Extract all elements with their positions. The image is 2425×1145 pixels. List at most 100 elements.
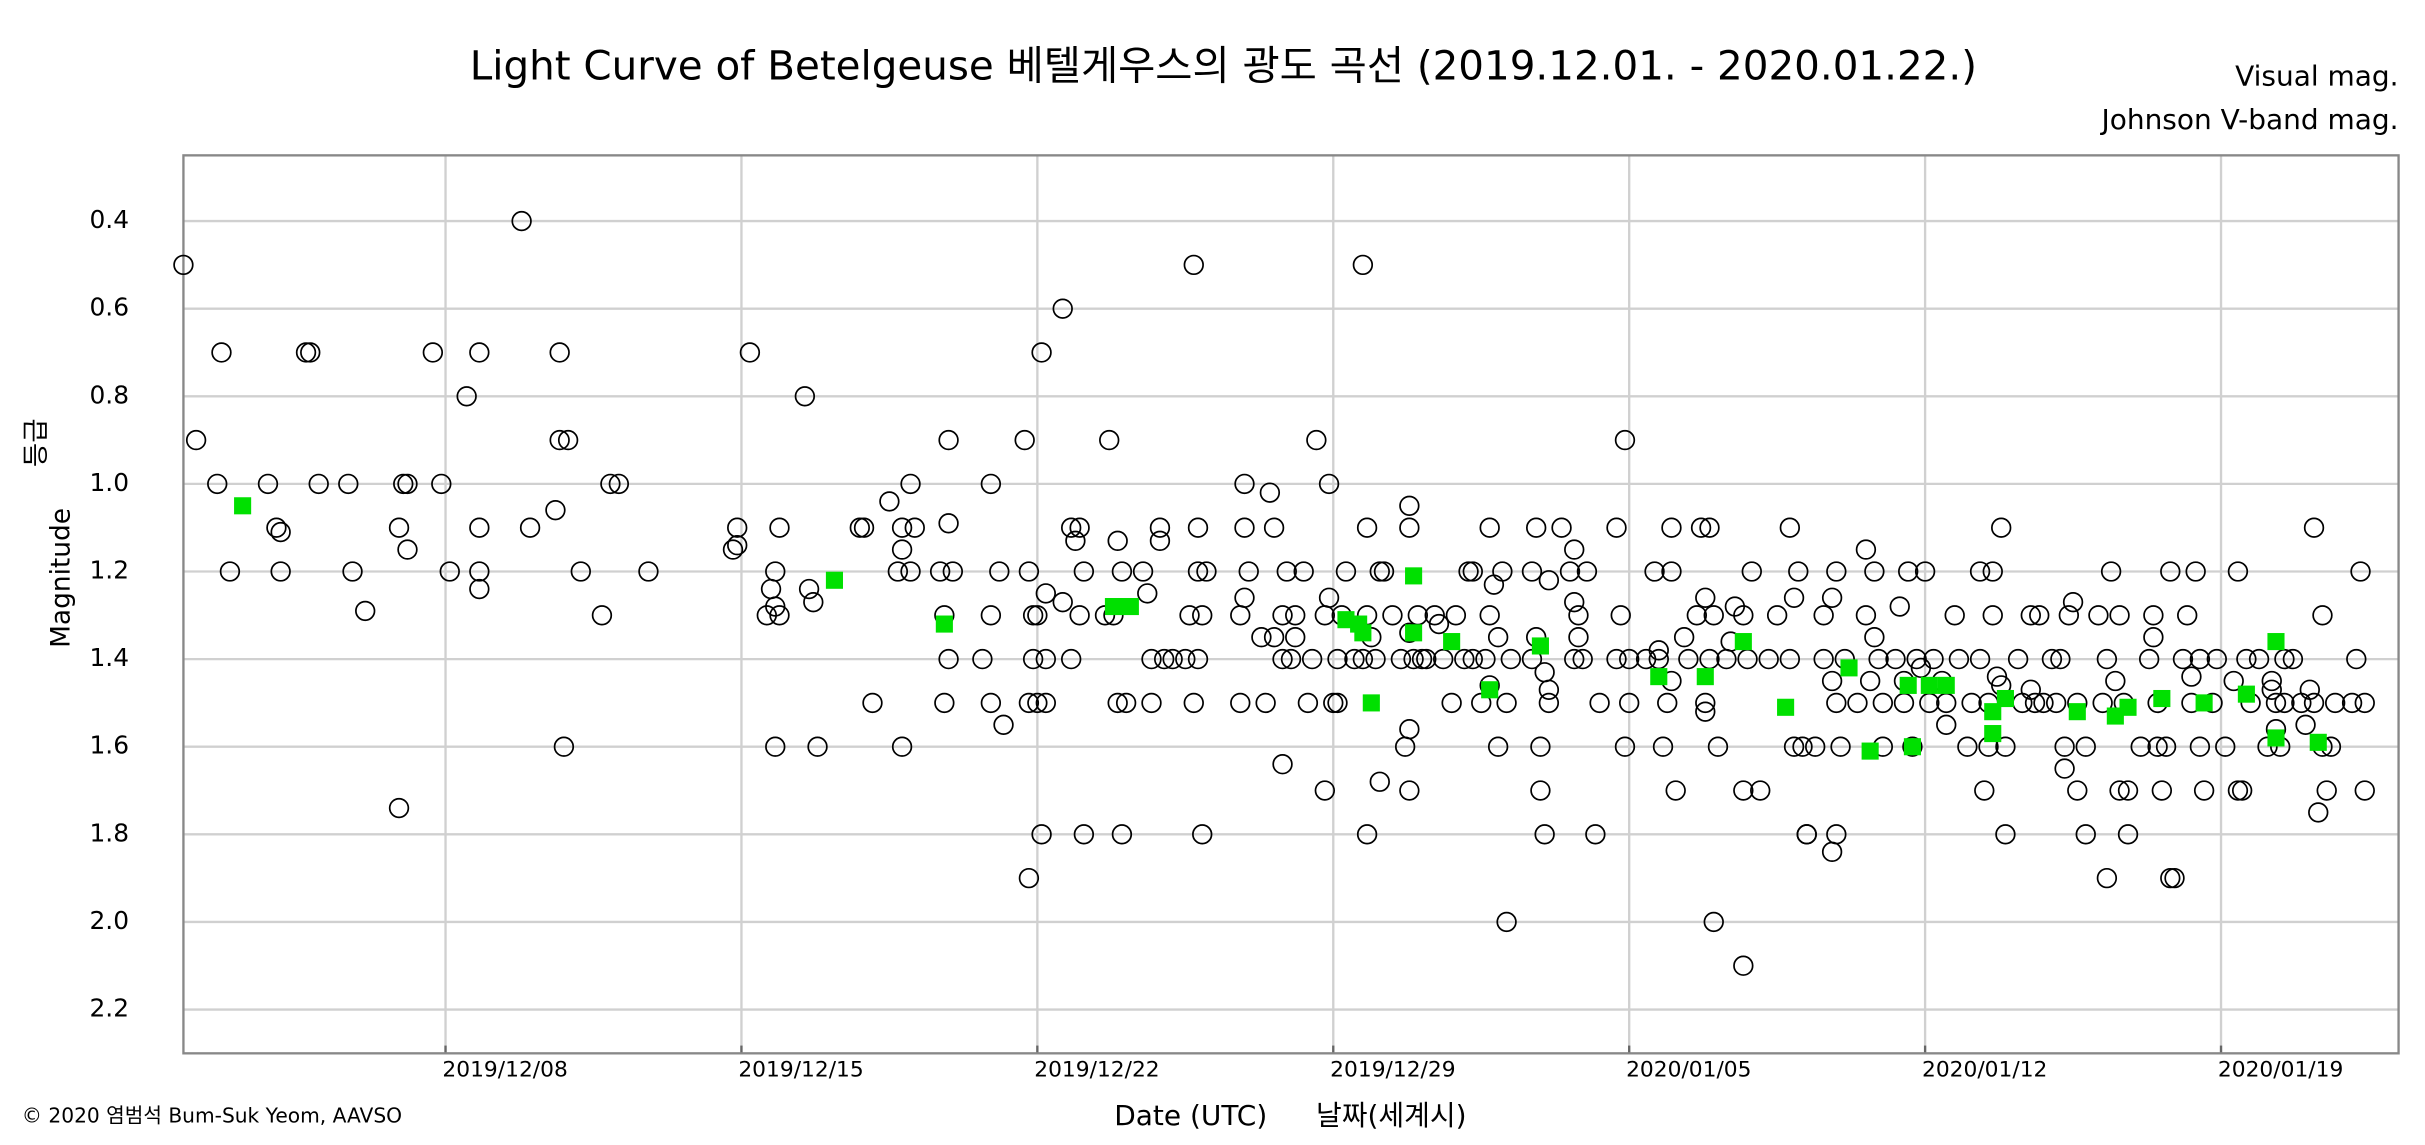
- visual-point: [1099, 429, 1120, 451]
- v-band-point: [1903, 738, 1921, 756]
- visual-point: [904, 517, 925, 538]
- y-tick-label: 0.8: [89, 380, 129, 409]
- visual-point: [1864, 561, 1885, 582]
- visual-point: [794, 386, 816, 407]
- visual-point: [1369, 771, 1390, 792]
- visual-point: [2308, 802, 2329, 823]
- visual-point: [1018, 867, 1040, 889]
- visual-point: [2147, 736, 2168, 757]
- visual-point: [2299, 679, 2320, 700]
- visual-point: [1259, 482, 1281, 503]
- visual-point: [1272, 754, 1293, 775]
- visual-point: [862, 692, 883, 714]
- visual-point: [2261, 670, 2282, 692]
- visual-point: [266, 517, 287, 538]
- visual-point: [1285, 627, 1306, 648]
- x-tick-label: 2019/12/22: [1034, 1057, 1159, 1082]
- visual-point: [1255, 692, 1276, 714]
- visual-point: [1969, 648, 1991, 670]
- visual-point: [1644, 561, 1665, 582]
- visual-point: [1961, 692, 1982, 714]
- visual-point: [211, 342, 232, 363]
- visual-point: [1073, 824, 1095, 845]
- visual-point: [879, 491, 900, 512]
- y-tick-label: 1.4: [89, 643, 129, 672]
- v-band-point: [1104, 597, 1123, 616]
- visual-point: [2189, 736, 2211, 757]
- x-tick-label: 2019/12/15: [738, 1057, 863, 1082]
- visual-point: [2274, 692, 2295, 714]
- visual-point: [1031, 824, 1052, 845]
- v-band-point: [1481, 681, 1499, 699]
- visual-point: [1585, 824, 1606, 845]
- visual-point: [2033, 692, 2054, 714]
- visual-point: [2324, 692, 2346, 714]
- visual-point: [2354, 780, 2375, 801]
- visual-point: [1301, 648, 1323, 670]
- visual-point: [1318, 587, 1340, 608]
- x-tick-label: 2020/01/12: [1922, 1057, 2047, 1082]
- visual-point: [1149, 517, 1171, 538]
- visual-point: [1699, 517, 1720, 538]
- visual-point: [1141, 692, 1162, 714]
- visual-point: [2075, 824, 2096, 845]
- visual-point: [1957, 736, 1978, 757]
- visual-point: [2088, 605, 2109, 626]
- y-tick-label: 1.8: [89, 818, 129, 847]
- visual-point: [765, 561, 786, 582]
- legend-entry: Johnson V-band mag.: [2099, 103, 2398, 136]
- visual-point: [1750, 780, 1771, 801]
- visual-point: [2312, 605, 2333, 626]
- visual-point: [1661, 561, 1682, 582]
- visual-point: [1733, 780, 1754, 801]
- y-tick-label: 0.4: [89, 205, 129, 234]
- v-band-point: [1920, 676, 1938, 694]
- visual-point: [1805, 736, 1826, 757]
- visual-point: [1686, 605, 1708, 626]
- visual-point: [929, 561, 951, 582]
- v-band-point: [1696, 668, 1714, 686]
- visual-point: [1344, 648, 1365, 670]
- v-band-point: [1650, 668, 1668, 686]
- v-band-point: [1734, 633, 1752, 651]
- legend-entry: Visual mag.: [2235, 60, 2398, 93]
- visual-point: [338, 473, 359, 495]
- visual-point: [1741, 561, 1762, 582]
- visual-point: [1487, 736, 1509, 757]
- visual-point: [1847, 692, 1868, 714]
- visual-point: [2248, 648, 2270, 670]
- visual-point: [1428, 613, 1450, 635]
- visual-point: [1115, 692, 1137, 714]
- visual-point: [2029, 605, 2050, 626]
- visual-point: [1187, 517, 1209, 538]
- visual-point: [2181, 666, 2202, 687]
- visual-point: [1864, 627, 1885, 648]
- visual-point: [1902, 736, 1923, 757]
- visual-point: [1306, 429, 1327, 451]
- visual-point: [1479, 605, 1500, 626]
- visual-point: [1914, 561, 1936, 582]
- visual-point: [2092, 692, 2113, 714]
- visual-point: [1496, 911, 1517, 933]
- visual-point: [1572, 648, 1593, 670]
- visual-point: [1390, 648, 1412, 670]
- visual-point: [989, 561, 1010, 582]
- visual-point: [2041, 648, 2063, 670]
- visual-point: [1356, 824, 1378, 845]
- visual-point: [1179, 605, 1200, 626]
- visual-point: [1733, 955, 1754, 976]
- visual-point: [2075, 736, 2096, 757]
- visual-point: [2130, 736, 2151, 757]
- visual-point: [2109, 605, 2130, 626]
- y-tick-label: 1.0: [89, 468, 129, 497]
- visual-point: [1564, 539, 1585, 560]
- visual-point: [1606, 517, 1627, 538]
- visual-point: [1192, 824, 1213, 845]
- visual-point: [2045, 692, 2067, 714]
- visual-point: [549, 342, 570, 363]
- credit: © 2020 염범석 Bum-Suk Yeom, AAVSO: [22, 1104, 402, 1128]
- visual-point: [1060, 648, 1082, 670]
- visual-point: [891, 736, 913, 757]
- visual-point: [1898, 561, 1919, 582]
- visual-point: [1610, 605, 1631, 626]
